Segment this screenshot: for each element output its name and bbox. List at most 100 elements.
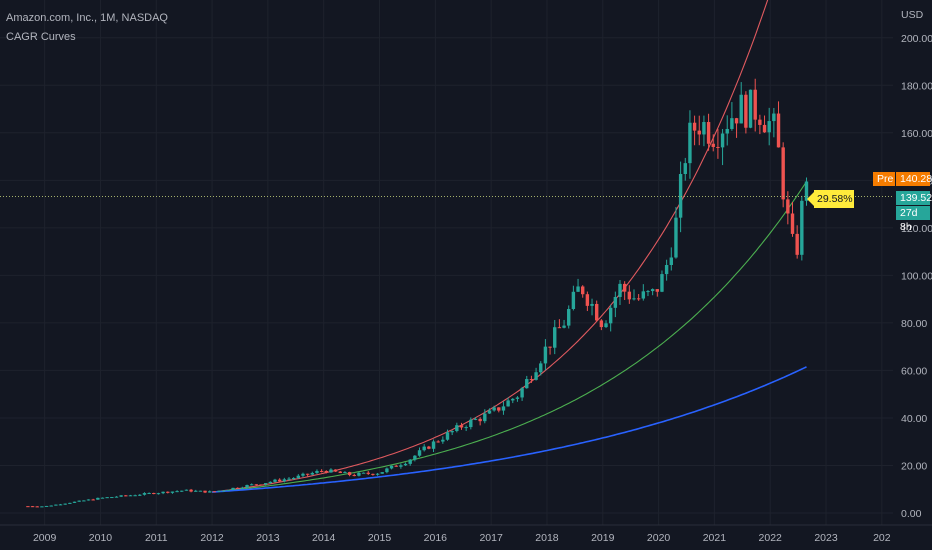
candle-body (776, 113, 781, 148)
candle-body (347, 472, 352, 476)
candle-body (333, 469, 338, 472)
candle-body (315, 470, 319, 473)
candle-body (515, 397, 520, 399)
candle-body (445, 432, 450, 440)
candle-body (231, 487, 235, 490)
indicator-title[interactable]: CAGR Curves (6, 31, 76, 43)
time-tick-label: 2018 (535, 532, 559, 544)
candle-body (459, 425, 464, 428)
candle-body (170, 491, 175, 493)
candle-body (40, 506, 44, 508)
currency-label: USD (901, 9, 924, 21)
candle-body (716, 146, 720, 148)
candle-body (450, 431, 454, 433)
time-tick-label: 2022 (759, 532, 783, 544)
candle-body (553, 327, 557, 348)
candle-body (744, 94, 748, 128)
candle-body (203, 490, 207, 493)
cagr-curve (212, 0, 769, 493)
time-axis: 2009 2010 2011 2012 2013 2014 2015 2016 2017 2018… (0, 524, 932, 544)
candle-body (427, 446, 431, 449)
candle-body (133, 495, 137, 497)
candle-body (562, 325, 566, 328)
candle-body (49, 505, 53, 507)
candle-body (385, 468, 389, 473)
candle-body (394, 465, 398, 467)
candle-body (520, 388, 524, 398)
candle-body (194, 490, 198, 492)
candle-body (585, 294, 590, 306)
candle-body (627, 291, 632, 300)
candle-body (329, 469, 333, 473)
candle-body (301, 473, 305, 476)
candle-body (706, 122, 711, 144)
candle-body (291, 478, 296, 480)
candle-body (599, 320, 604, 328)
candle-body (581, 286, 585, 295)
candle-body (674, 217, 678, 258)
candle-body (100, 497, 105, 499)
candle-body (208, 491, 212, 493)
candle-body (305, 473, 310, 475)
candle-body (114, 496, 119, 498)
candle-body (147, 493, 151, 495)
candle-body (804, 181, 809, 201)
time-tick-label: 2015 (368, 532, 392, 544)
price-tick-label: 0.00 (901, 508, 922, 520)
candle-body (576, 286, 580, 292)
candle-body (730, 118, 734, 129)
candle-body (431, 441, 436, 449)
candle-body (487, 410, 492, 414)
price-tick-label: 20.00 (901, 460, 927, 472)
candle-body (371, 473, 375, 475)
candle-body (44, 505, 49, 507)
candle-body (417, 450, 422, 456)
candle-body (198, 490, 203, 492)
time-tick-label: 2014 (312, 532, 336, 544)
candle-body (375, 473, 380, 475)
candle-body (608, 307, 613, 324)
candle-body (310, 472, 314, 475)
candle-body (590, 303, 594, 306)
candle-body (91, 499, 95, 501)
candle-body (72, 501, 77, 503)
candle-body (96, 497, 100, 500)
candle-body (506, 400, 510, 407)
candle-body (758, 119, 762, 125)
candle-body (739, 94, 743, 124)
time-tick-label: 2021 (703, 532, 727, 544)
candle-body (618, 283, 622, 297)
candle-body (212, 491, 217, 493)
candle-body (534, 372, 538, 380)
candle-body (217, 490, 221, 492)
candle-body (296, 475, 301, 479)
candle-body (142, 493, 147, 495)
candle-body (119, 495, 123, 497)
candle-body (669, 257, 673, 265)
candle-body (650, 289, 655, 292)
time-tick-label: 2017 (479, 532, 503, 544)
countdown-tag: 27d 8h (896, 206, 930, 233)
time-tick-label: 2023 (814, 532, 838, 544)
candle-body (473, 418, 478, 420)
candle-body (161, 491, 165, 494)
candle-body (138, 494, 142, 496)
candle-body (492, 407, 496, 411)
candle-body (702, 122, 706, 135)
candle-body (273, 479, 277, 482)
pre-market-label: Pre (873, 172, 895, 186)
candle-body (720, 133, 725, 148)
price-axis: 0.0020.0040.0060.0080.00100.00120.00140.… (901, 9, 932, 520)
candle-body (124, 495, 128, 497)
time-tick-label: 2010 (89, 532, 113, 544)
candle-body (501, 406, 506, 411)
candle-body (77, 500, 81, 502)
candle-body (529, 379, 534, 381)
candle-body (539, 363, 543, 373)
candle-body (180, 490, 184, 492)
candle-body (268, 481, 273, 484)
candle-body (464, 427, 468, 429)
candle-body (249, 484, 254, 486)
